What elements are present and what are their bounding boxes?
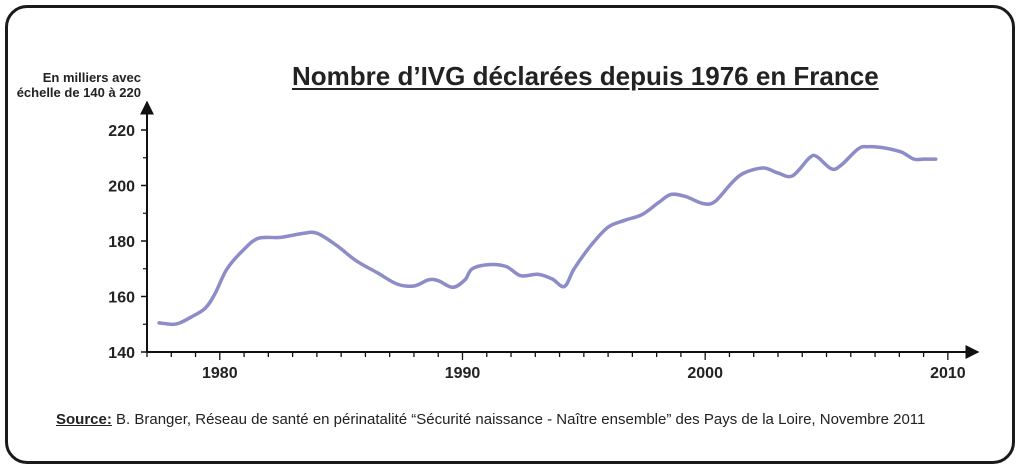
y-tick-label: 140 [108, 345, 135, 362]
x-tick-label: 1990 [445, 365, 481, 382]
chart-title: Nombre d’IVG déclarées depuis 1976 en Fr… [292, 61, 879, 91]
source-note: Source: B. Branger, Réseau de santé en p… [56, 411, 925, 428]
y-tick-label: 160 [108, 290, 135, 307]
x-tick-label: 1980 [202, 365, 238, 382]
x-axis-ticks: 1980 1990 2000 2010 [146, 352, 966, 382]
source-label: Source: [56, 411, 112, 428]
source-text: B. Branger, Réseau de santé en périnatal… [111, 411, 926, 428]
y-tick-label: 220 [108, 123, 135, 140]
y-axis-ticks: 140 160 180 200 220 [108, 123, 147, 362]
y-tick-label: 180 [108, 234, 135, 251]
y-axis-label: En milliers avec échelle de 140 à 220 [16, 70, 141, 100]
x-tick-label: 2010 [930, 365, 966, 382]
x-tick-label: 2000 [687, 365, 723, 382]
y-tick-label: 200 [108, 179, 135, 196]
chart-frame [5, 5, 1015, 464]
series-line-ivg [157, 144, 938, 327]
